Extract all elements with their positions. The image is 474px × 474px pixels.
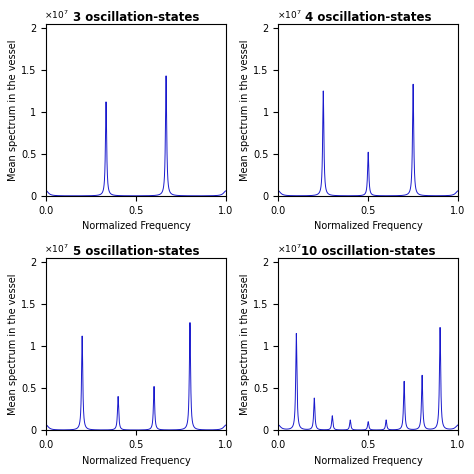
Y-axis label: Mean spectrum in the vessel: Mean spectrum in the vessel [9,39,18,181]
Text: $\times\mathregular{10}^{\mathregular{7}}$: $\times\mathregular{10}^{\mathregular{7}… [45,8,69,20]
Text: $\times\mathregular{10}^{\mathregular{7}}$: $\times\mathregular{10}^{\mathregular{7}… [45,242,69,255]
X-axis label: Normalized Frequency: Normalized Frequency [82,221,191,231]
Y-axis label: Mean spectrum in the vessel: Mean spectrum in the vessel [240,39,250,181]
X-axis label: Normalized Frequency: Normalized Frequency [314,456,422,465]
X-axis label: Normalized Frequency: Normalized Frequency [314,221,422,231]
Title: 4 oscillation-states: 4 oscillation-states [305,11,431,24]
Text: $\times\mathregular{10}^{\mathregular{7}}$: $\times\mathregular{10}^{\mathregular{7}… [276,8,301,20]
Text: $\times\mathregular{10}^{\mathregular{7}}$: $\times\mathregular{10}^{\mathregular{7}… [276,242,301,255]
X-axis label: Normalized Frequency: Normalized Frequency [82,456,191,465]
Y-axis label: Mean spectrum in the vessel: Mean spectrum in the vessel [9,273,18,415]
Title: 10 oscillation-states: 10 oscillation-states [301,245,436,258]
Y-axis label: Mean spectrum in the vessel: Mean spectrum in the vessel [240,273,250,415]
Title: 5 oscillation-states: 5 oscillation-states [73,245,199,258]
Title: 3 oscillation-states: 3 oscillation-states [73,11,199,24]
